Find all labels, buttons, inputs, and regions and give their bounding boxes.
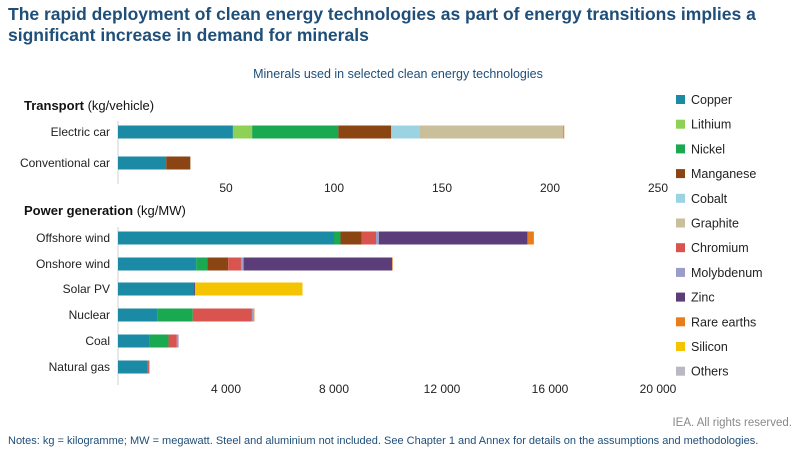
- x-tick-label-power-generation: 20 000: [640, 382, 677, 396]
- category-label-nuclear: Nuclear: [69, 308, 110, 322]
- panel-unit: (kg/vehicle): [84, 98, 154, 113]
- bar-segment-onshore-wind-copper: [118, 257, 197, 271]
- category-label-conventional-car: Conventional car: [20, 156, 110, 170]
- legend-label-chromium: Chromium: [691, 241, 749, 255]
- bar-segment-electric-car-lithium: [232, 125, 253, 139]
- notes-text: Notes: kg = kilogramme; MW = megawatt. S…: [8, 435, 758, 447]
- legend-label-rare-earths: Rare earths: [691, 315, 756, 329]
- bar-segment-conventional-car-manganese: [166, 156, 191, 170]
- bar-segment-electric-car-copper: [118, 125, 233, 139]
- bar-segment-natural-gas-copper: [118, 360, 148, 374]
- bar-segment-electric-car-manganese: [338, 125, 392, 139]
- bar-segment-offshore-wind-zinc: [378, 231, 528, 245]
- legend-label-lithium: Lithium: [691, 118, 731, 132]
- legend-swatch-molybdenum: [676, 267, 685, 277]
- bar-segment-onshore-wind-zinc: [243, 257, 393, 271]
- bar-segment-electric-car-nickel: [252, 125, 339, 139]
- rights-text: IEA. All rights reserved.: [672, 417, 792, 429]
- bar-segment-offshore-wind-molybdenum: [375, 231, 379, 245]
- chart-subtitle: Minerals used in selected clean energy t…: [253, 67, 543, 81]
- legend-label-copper: Copper: [691, 93, 732, 107]
- page-title: The rapid deployment of clean energy tec…: [8, 4, 756, 45]
- bar-segment-solar-pv-silicon: [195, 282, 303, 296]
- legend-swatch-others: [676, 366, 685, 376]
- x-tick-label-transport: 100: [324, 181, 344, 195]
- bar-segment-nuclear-copper: [118, 308, 158, 322]
- legend-label-zinc: Zinc: [691, 291, 715, 305]
- bar-segment-coal-copper: [118, 334, 150, 348]
- category-label-onshore-wind: Onshore wind: [36, 257, 110, 271]
- x-tick-label-power-generation: 4 000: [211, 382, 241, 396]
- panel-heading-transport: Transport (kg/vehicle): [24, 98, 154, 113]
- legend-swatch-manganese: [676, 169, 685, 179]
- bar-segment-onshore-wind-chromium: [228, 257, 241, 271]
- legend-swatch-zinc: [676, 292, 685, 302]
- legend-label-molybdenum: Molybdenum: [691, 266, 763, 280]
- bar-segment-nuclear-molybdenum: [251, 308, 254, 322]
- bar-segment-electric-car-rare-earths: [563, 125, 565, 139]
- legend-swatch-cobalt: [676, 193, 685, 203]
- legend-label-manganese: Manganese: [691, 167, 756, 181]
- bar-segment-coal-nickel: [149, 334, 169, 348]
- legend-swatch-nickel: [676, 144, 685, 154]
- legend-swatch-graphite: [676, 218, 685, 228]
- category-label-natural-gas: Natural gas: [49, 360, 110, 374]
- x-tick-label-transport: 50: [219, 181, 233, 195]
- category-label-electric-car: Electric car: [51, 125, 110, 139]
- legend-label-silicon: Silicon: [691, 340, 728, 354]
- x-tick-label-power-generation: 16 000: [532, 382, 569, 396]
- x-tick-label-transport: 200: [540, 181, 560, 195]
- x-tick-label-power-generation: 8 000: [319, 382, 349, 396]
- bar-segment-offshore-wind-chromium: [361, 231, 376, 245]
- legend-swatch-chromium: [676, 243, 685, 253]
- bar-segment-electric-car-cobalt: [391, 125, 420, 139]
- bar-segment-offshore-wind-copper: [118, 231, 334, 245]
- bar-segment-onshore-wind-molybdenum: [240, 257, 244, 271]
- x-tick-label-power-generation: 12 000: [424, 382, 461, 396]
- legend-swatch-silicon: [676, 342, 685, 351]
- category-label-coal: Coal: [85, 334, 110, 348]
- bar-segment-offshore-wind-manganese: [340, 231, 362, 245]
- bar-segment-onshore-wind-manganese: [207, 257, 229, 271]
- bar-segment-onshore-wind-nickel: [196, 257, 208, 271]
- panel-unit: (kg/MW): [133, 203, 186, 218]
- legend-label-cobalt: Cobalt: [691, 192, 728, 206]
- category-label-offshore-wind: Offshore wind: [36, 231, 110, 245]
- legend-swatch-lithium: [676, 119, 685, 129]
- x-tick-label-transport: 250: [648, 181, 668, 195]
- panel-heading-power-generation: Power generation (kg/MW): [24, 203, 186, 218]
- bar-segment-solar-pv-copper: [118, 282, 195, 296]
- legend-swatch-copper: [676, 95, 685, 104]
- legend-swatch-rare-earths: [676, 317, 685, 327]
- bar-segment-coal-molybdenum: [176, 334, 179, 348]
- bar-segment-offshore-wind-nickel: [334, 231, 341, 245]
- bar-segment-natural-gas-nickel: [147, 360, 149, 374]
- bar-segment-natural-gas-chromium: [148, 360, 150, 374]
- bar-segment-conventional-car-copper: [118, 156, 167, 170]
- legend-label-others: Others: [691, 365, 729, 379]
- bar-segment-nuclear-chromium: [192, 308, 252, 322]
- bar-segment-coal-chromium: [168, 334, 177, 348]
- category-label-solar-pv: Solar PV: [63, 282, 110, 296]
- bar-segment-offshore-wind-rare-earths: [527, 231, 534, 245]
- bar-segment-electric-car-graphite: [419, 125, 564, 139]
- legend-label-nickel: Nickel: [691, 142, 725, 156]
- bar-segment-nuclear-nickel: [157, 308, 193, 322]
- bar-segment-nuclear-rare-earths: [253, 308, 255, 322]
- bar-segment-onshore-wind-rare-earths: [392, 257, 393, 271]
- legend-label-graphite: Graphite: [691, 217, 739, 231]
- panel-label: Transport: [24, 98, 85, 113]
- panel-label: Power generation: [24, 203, 133, 218]
- x-tick-label-transport: 150: [432, 181, 452, 195]
- bar-segment-solar-pv-zinc: [194, 282, 196, 296]
